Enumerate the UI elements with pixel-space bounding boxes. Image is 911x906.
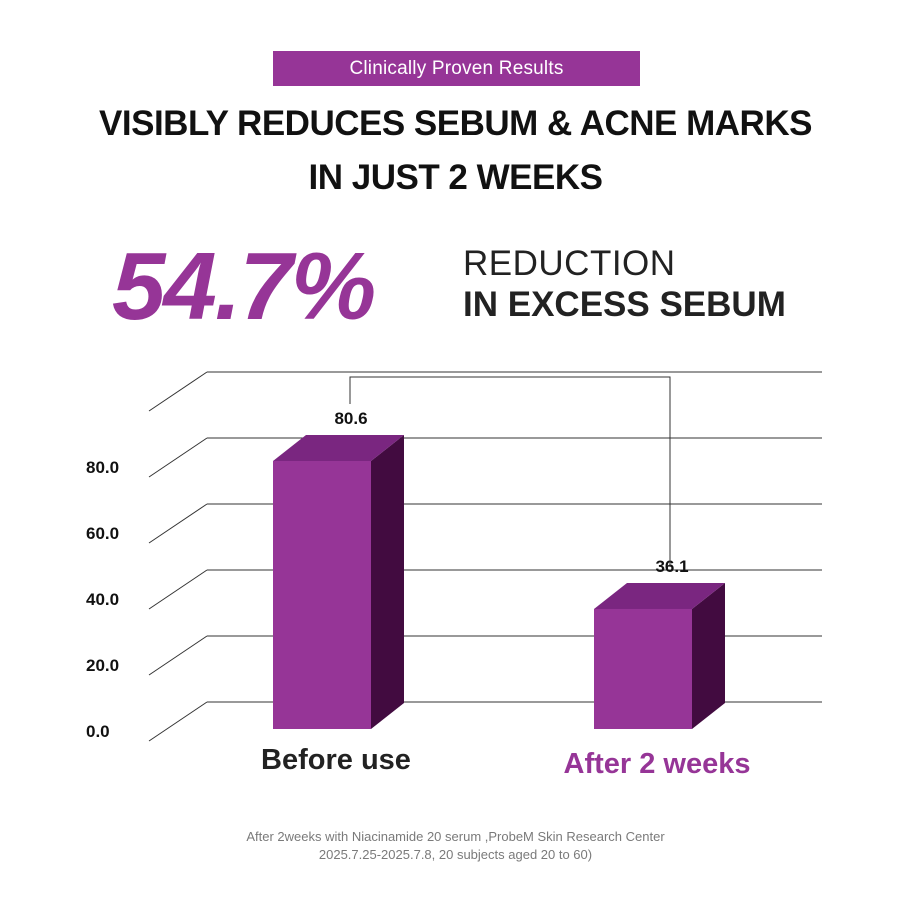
bar-top [273, 435, 404, 461]
headline: VISIBLY REDUCES SEBUM & ACNE MARKS IN JU… [0, 97, 911, 205]
gridline-diagonal [148, 569, 208, 610]
gridline-diagonal [148, 371, 208, 412]
reduction-percentage: 54.7% [112, 233, 376, 340]
reduction-label: REDUCTION [463, 244, 676, 283]
y-tick-label: 0.0 [86, 722, 110, 741]
bar [273, 461, 371, 729]
y-tick-label: 40.0 [86, 590, 119, 609]
bar-side [371, 435, 404, 729]
headline-line-2: IN JUST 2 WEEKS [308, 158, 603, 197]
footnote-line-1: After 2weeks with Niacinamide 20 serum ,… [246, 829, 665, 844]
gridline-diagonal [148, 437, 208, 478]
gridline-diagonal [148, 503, 208, 544]
footnote-line-2: 2025.7.25-2025.7.8, 20 subjects aged 20 … [318, 847, 593, 862]
study-footnote: After 2weeks with Niacinamide 20 serum ,… [0, 828, 911, 864]
comparison-bracket [349, 376, 671, 567]
bar-value-label: 36.1 [655, 557, 688, 576]
bar [594, 608, 692, 729]
gridline-diagonal [148, 701, 208, 742]
y-tick-label: 60.0 [86, 524, 119, 543]
bar-value-label: 80.6 [334, 409, 367, 428]
results-badge: Clinically Proven Results [273, 51, 640, 86]
x-category-label: After 2 weeks [564, 748, 751, 780]
x-category-label: Before use [261, 744, 411, 776]
y-tick-label: 80.0 [86, 458, 119, 477]
bar-side [692, 582, 725, 729]
reduction-sublabel: IN EXCESS SEBUM [463, 285, 786, 324]
headline-line-1: VISIBLY REDUCES SEBUM & ACNE MARKS [99, 104, 812, 143]
gridline-diagonal [148, 635, 208, 676]
y-tick-label: 20.0 [86, 656, 119, 675]
bar-top [594, 582, 725, 609]
